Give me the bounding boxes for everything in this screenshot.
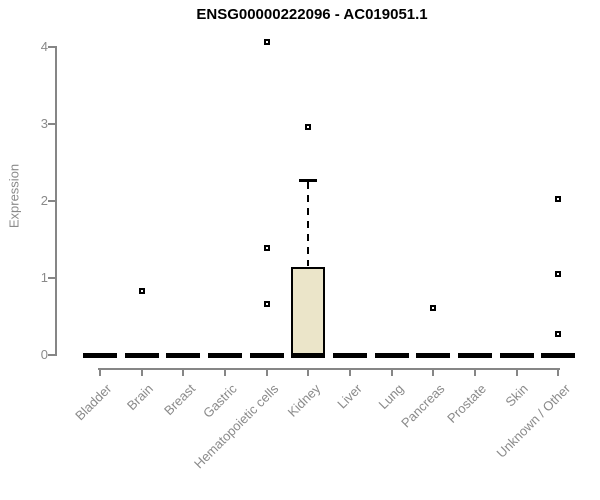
x-tick-label: Pancreas xyxy=(398,381,448,431)
y-tick xyxy=(48,277,55,279)
median-bar xyxy=(291,353,326,358)
outlier-point xyxy=(263,244,270,251)
x-tick-label: Lung xyxy=(375,381,407,413)
x-tick xyxy=(140,368,143,376)
median-bar xyxy=(124,353,159,358)
y-axis-label: Expression xyxy=(6,163,22,229)
x-tick-label: Unknown / Other xyxy=(493,381,573,461)
box xyxy=(291,267,326,355)
y-tick xyxy=(48,46,55,48)
x-tick xyxy=(390,368,393,376)
outlier-point xyxy=(305,124,312,131)
x-tick xyxy=(515,368,518,376)
median-bar xyxy=(499,353,534,358)
outlier-point xyxy=(263,301,270,308)
x-tick xyxy=(348,368,351,376)
x-tick xyxy=(223,368,226,376)
x-tick xyxy=(99,368,101,376)
x-tick-label: Brain xyxy=(124,381,157,414)
x-tick-label: Kidney xyxy=(284,381,323,420)
median-bar xyxy=(416,353,451,358)
outlier-point xyxy=(555,195,562,202)
x-tick-label: Bladder xyxy=(72,381,115,424)
y-tick xyxy=(48,354,55,356)
outlier-point xyxy=(263,39,270,46)
median-bar xyxy=(166,353,201,358)
x-axis-line xyxy=(98,368,561,370)
x-tick xyxy=(557,368,560,376)
median-bar xyxy=(541,353,576,358)
y-axis-line xyxy=(55,46,57,356)
y-tick-label: 4 xyxy=(40,39,48,54)
median-bar xyxy=(249,353,284,358)
y-tick-label: 1 xyxy=(40,270,48,285)
y-tick-label: 0 xyxy=(40,347,48,362)
x-tick xyxy=(432,368,435,376)
x-tick-label: Breast xyxy=(160,381,198,419)
whisker-line xyxy=(307,182,310,267)
y-tick-label: 2 xyxy=(40,193,48,208)
median-bar xyxy=(83,353,117,358)
outlier-point xyxy=(138,288,145,295)
x-tick xyxy=(182,368,185,376)
x-tick xyxy=(265,368,268,376)
outlier-point xyxy=(555,271,562,278)
outlier-point xyxy=(555,331,562,338)
median-bar xyxy=(207,353,242,358)
y-tick xyxy=(48,200,55,202)
x-tick-label: Liver xyxy=(333,381,365,412)
x-tick xyxy=(307,368,310,376)
whisker-cap xyxy=(299,179,318,183)
median-bar xyxy=(374,353,409,358)
outlier-point xyxy=(430,305,437,312)
y-tick-label: 3 xyxy=(40,116,48,131)
median-bar xyxy=(457,353,492,358)
x-tick-label: Gastric xyxy=(199,381,240,421)
x-tick xyxy=(473,368,476,376)
x-tick-label: Skin xyxy=(502,381,532,410)
chart-title: ENSG00000222096 - AC019051.1 xyxy=(196,6,428,23)
median-bar xyxy=(332,353,367,358)
x-tick-label: Prostate xyxy=(444,381,490,426)
y-tick xyxy=(48,123,55,125)
